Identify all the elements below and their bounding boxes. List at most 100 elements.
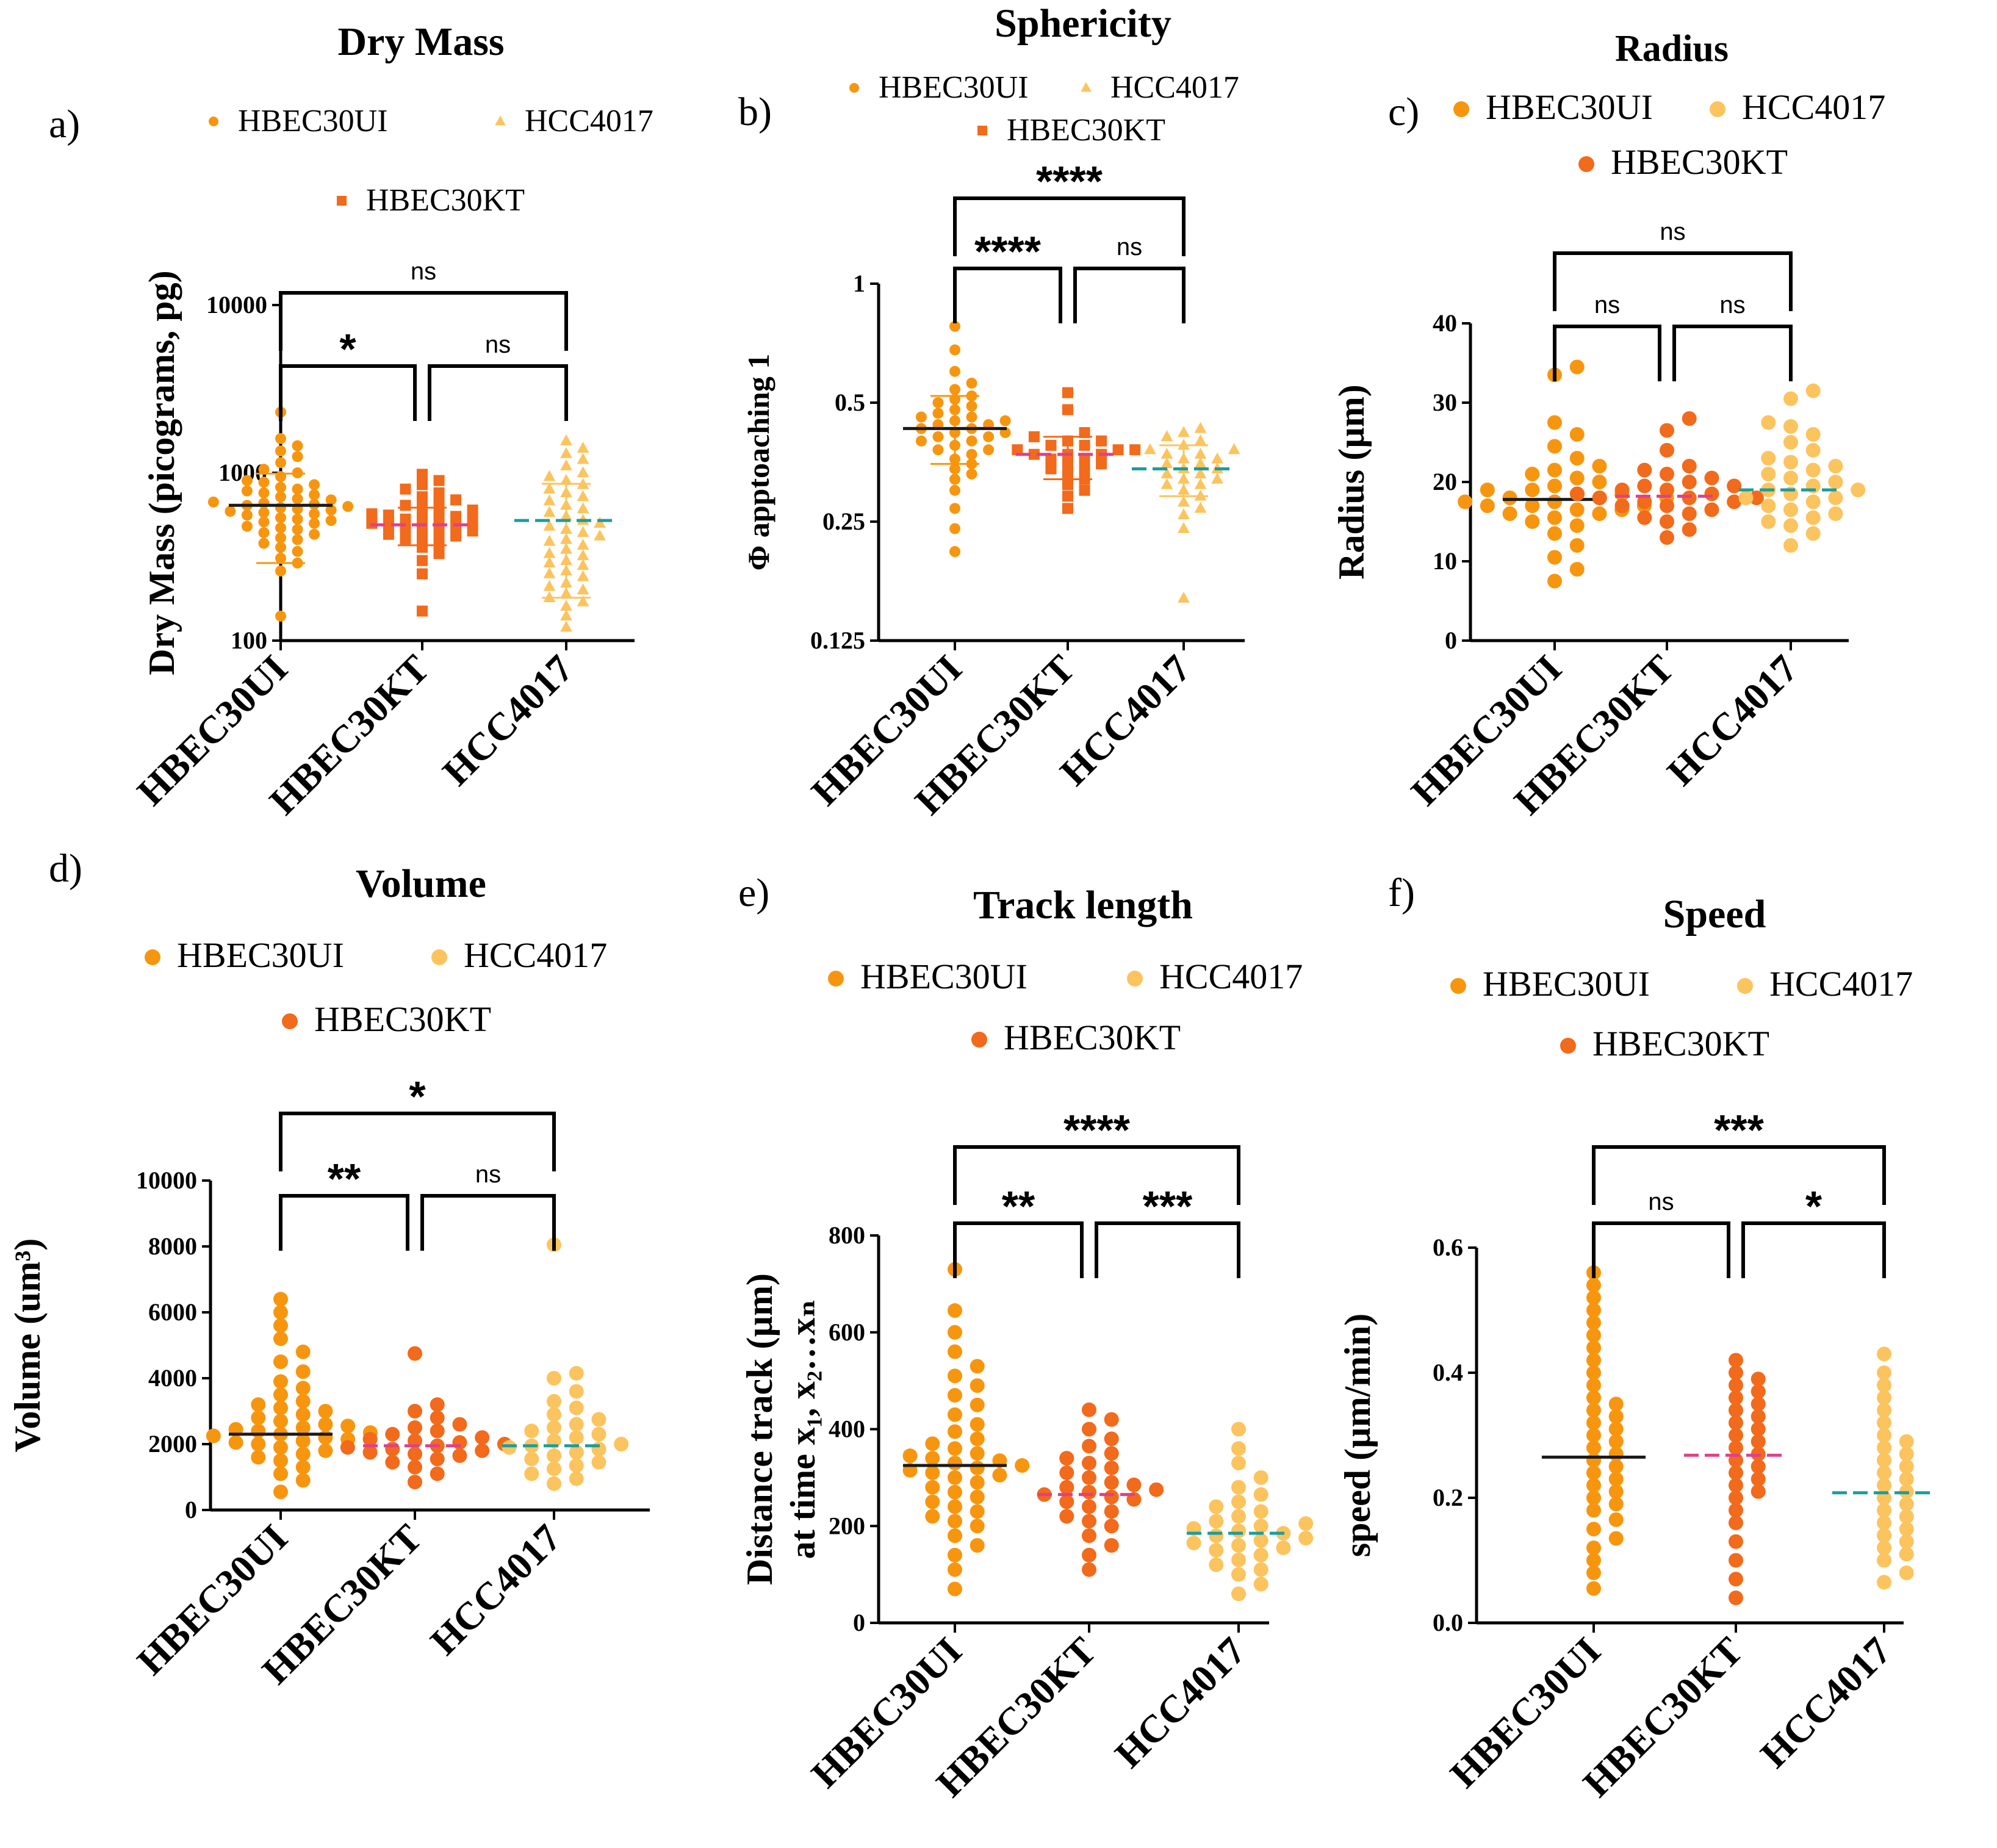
legend-label: HBEC30KT <box>1592 1024 1769 1063</box>
data-point <box>430 1466 445 1481</box>
data-point <box>385 1426 400 1442</box>
data-point <box>1783 391 1798 406</box>
data-point <box>1062 387 1073 398</box>
legend-marker <box>1450 978 1466 994</box>
data-point <box>591 1412 606 1427</box>
data-point <box>1729 1365 1743 1380</box>
data-point <box>1660 443 1674 458</box>
data-point <box>1569 518 1585 533</box>
data-point <box>430 1397 445 1412</box>
data-point <box>292 534 303 545</box>
data-point <box>1586 1365 1601 1380</box>
data-point <box>1637 510 1652 525</box>
data-point <box>1525 483 1540 497</box>
data-point <box>1738 491 1754 505</box>
data-point <box>467 515 478 527</box>
bracket-line <box>1592 1145 1886 1205</box>
data-point <box>925 1509 940 1524</box>
data-point <box>1160 467 1173 479</box>
data-point <box>1637 462 1652 478</box>
data-point <box>1253 1562 1268 1577</box>
series-HCC4017 <box>1132 422 1240 603</box>
significance-bracket: *** <box>1592 1106 1886 1205</box>
data-point <box>1682 459 1697 473</box>
data-point <box>1727 494 1742 509</box>
data-point <box>342 501 354 512</box>
data-point <box>915 435 927 447</box>
data-point <box>1547 510 1562 525</box>
panel-label: e) <box>738 871 769 915</box>
data-point <box>932 444 944 456</box>
x-tick-label: HCC4017 <box>1107 1629 1254 1776</box>
data-point <box>1082 1422 1096 1437</box>
data-point <box>325 505 337 516</box>
data-point <box>295 1344 311 1359</box>
data-point <box>383 509 394 521</box>
data-point <box>932 431 944 442</box>
data-point <box>970 1461 985 1475</box>
data-point <box>1129 444 1141 456</box>
panel-label: f) <box>1388 871 1415 915</box>
data-point <box>1783 538 1798 553</box>
y-tick-label: 10000 <box>136 1167 197 1194</box>
data-point <box>383 528 394 540</box>
data-point <box>1729 1353 1743 1368</box>
data-point <box>1096 458 1107 470</box>
y-axis-label: Volume (um³) <box>7 1239 48 1453</box>
data-point <box>1547 494 1562 509</box>
data-point <box>1805 526 1821 541</box>
data-point <box>1253 1504 1268 1519</box>
data-point <box>970 1538 985 1553</box>
data-point <box>295 1447 311 1462</box>
data-point <box>1525 467 1540 481</box>
data-point <box>1682 491 1697 505</box>
data-point <box>948 1456 962 1471</box>
data-point <box>1828 506 1843 521</box>
data-point <box>1231 1441 1246 1456</box>
data-point <box>1194 457 1207 469</box>
data-point <box>433 507 445 519</box>
bracket-line <box>1592 1221 1730 1278</box>
legend-label: HCC4017 <box>1742 87 1885 127</box>
data-point <box>258 538 270 549</box>
data-point <box>1211 472 1223 484</box>
data-point <box>543 567 556 578</box>
data-point <box>1877 1528 1891 1543</box>
data-point <box>1751 1484 1766 1499</box>
data-point <box>560 609 572 621</box>
data-point <box>1586 1453 1601 1468</box>
data-point <box>1209 1514 1224 1529</box>
data-point <box>1751 1472 1766 1487</box>
data-point <box>1877 1541 1891 1555</box>
data-point <box>1079 463 1090 475</box>
data-point <box>1749 491 1764 505</box>
bracket-label: * <box>1805 1182 1822 1230</box>
data-point <box>417 555 428 566</box>
bracket-label: **** <box>974 228 1042 275</box>
y-tick-label: 0.125 <box>810 627 865 654</box>
data-point <box>1458 494 1473 509</box>
data-point <box>577 490 589 502</box>
data-point <box>292 493 303 505</box>
data-point <box>543 591 556 603</box>
bracket-label: ns <box>1594 292 1620 318</box>
data-point <box>1729 1465 1743 1480</box>
legend-marker <box>828 971 844 987</box>
series-HBEC30KT <box>1012 387 1141 514</box>
legend-label: HBEC30UI <box>1483 964 1650 1004</box>
data-point <box>970 1489 985 1505</box>
series-HBEC30KT <box>366 469 478 617</box>
data-point <box>1682 522 1697 537</box>
data-point <box>1194 467 1207 479</box>
data-point <box>1805 510 1821 525</box>
data-point <box>366 508 378 520</box>
data-point <box>970 1397 985 1412</box>
bracket-label: *** <box>1143 1182 1193 1230</box>
data-point <box>1682 475 1697 489</box>
data-point <box>1877 1428 1891 1443</box>
legend-label: HBEC30KT <box>1611 142 1788 182</box>
chart-title: Track length <box>973 883 1193 927</box>
data-point <box>292 483 303 495</box>
legend-marker <box>1453 101 1469 117</box>
series-HCC4017 <box>1832 1346 1936 1590</box>
